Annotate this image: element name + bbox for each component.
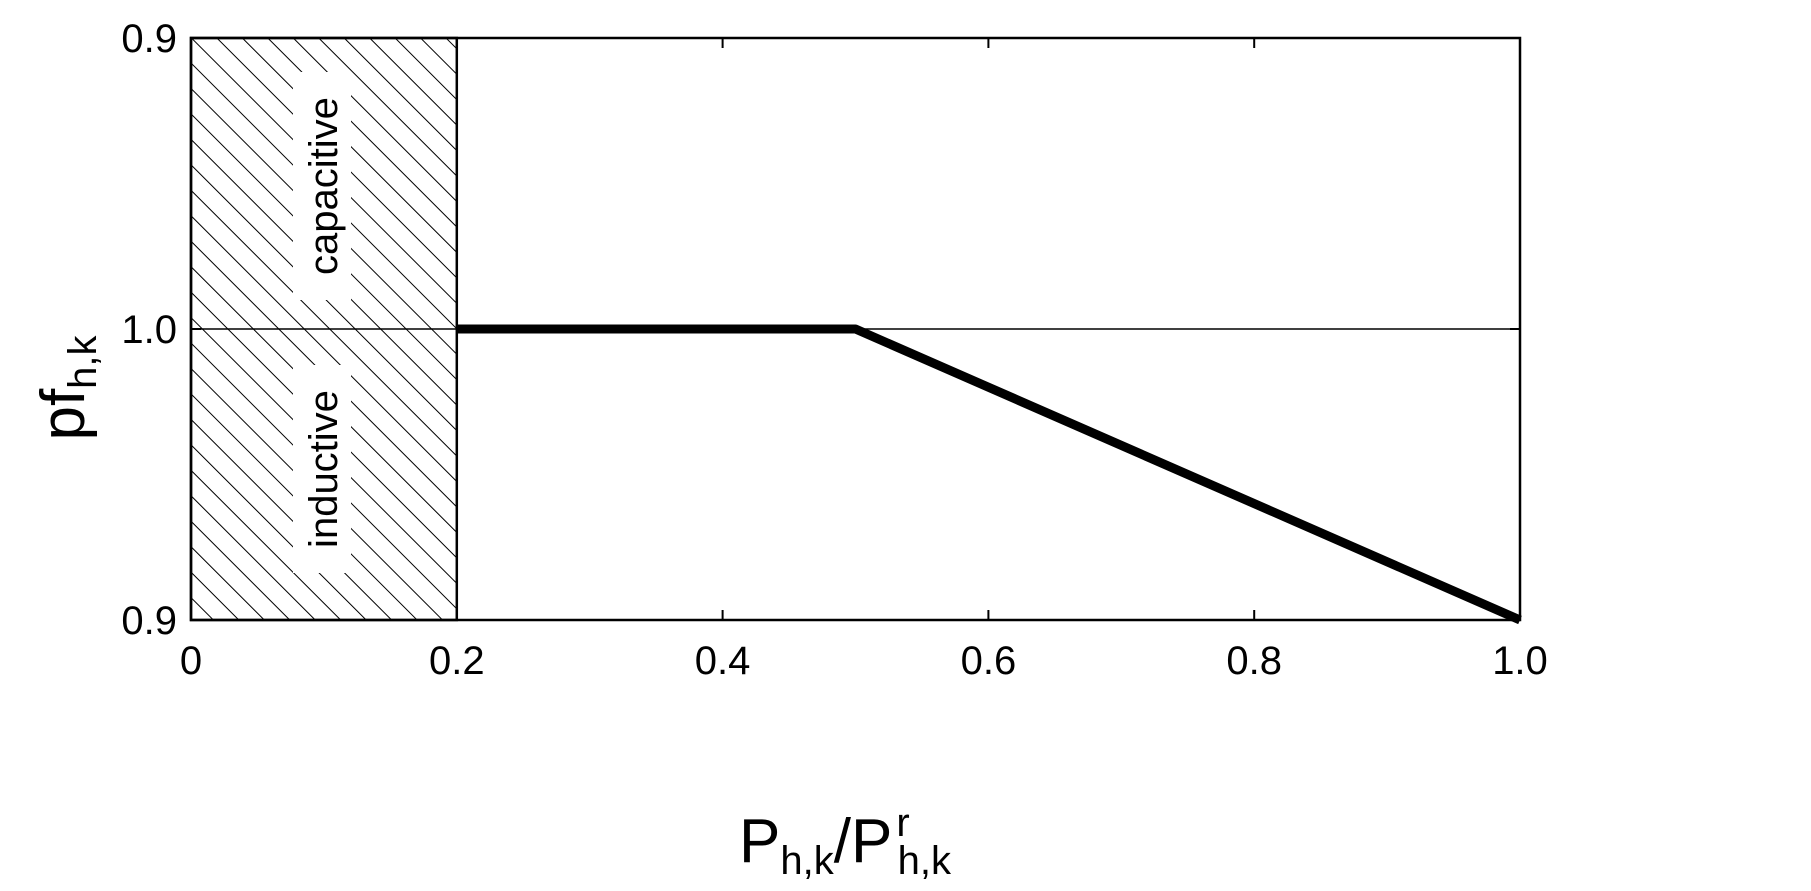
x-tick-label: 0.2 <box>429 639 485 683</box>
region-label-inductive: inductive <box>302 390 346 548</box>
region-label-inductive-background <box>293 365 351 573</box>
y-tick-label: 0.9 <box>121 17 177 61</box>
x-tick-label: 0.6 <box>961 639 1017 683</box>
y-axis-label: pfh,k <box>29 334 105 440</box>
y-tick-label: 0.9 <box>121 599 177 643</box>
x-tick-label: 0.8 <box>1226 639 1282 683</box>
y-axis-ticks: 0.9 1.0 0.9 <box>121 17 1520 643</box>
series-line <box>456 324 1522 625</box>
y-tick-label: 1.0 <box>121 308 177 352</box>
x-tick-label: 1.0 <box>1492 639 1548 683</box>
region-labels: capacitive inductive <box>293 72 351 573</box>
x-axis-ticks: 0 0.2 0.4 0.6 0.8 1.0 <box>180 38 1548 683</box>
x-axis-label: Ph,k/P r h,k <box>739 801 952 883</box>
region-label-capacitive: capacitive <box>302 97 346 275</box>
x-tick-label: 0.4 <box>695 639 751 683</box>
region-label-capacitive-background <box>293 72 351 300</box>
x-tick-label: 0 <box>180 639 202 683</box>
